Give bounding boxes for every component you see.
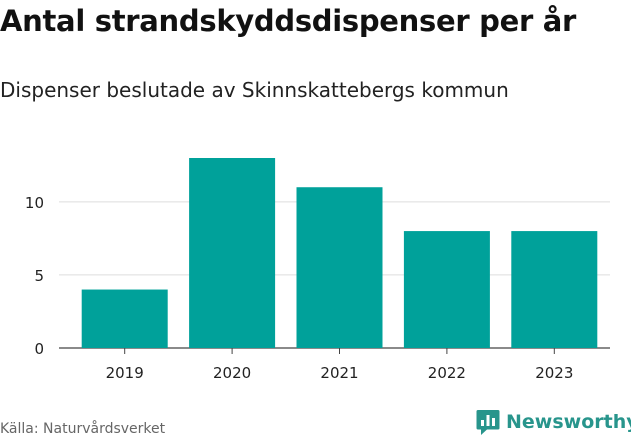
chart-subtitle: Dispenser beslutade av Skinnskattebergs … [0,78,509,102]
bar-2022 [403,231,490,348]
x-tick-label: 2020 [213,364,251,382]
chart-title: Antal strandskyddsdispenser per år [0,4,577,38]
newsworthy-logo-icon [476,409,500,435]
bars [81,158,598,348]
x-tick-labels: 2019 2020 2021 2022 2023 [106,348,573,382]
y-tick-label: 5 [34,267,44,285]
bar-2023 [511,231,598,348]
brand-logo: Newsworthy [476,408,631,436]
bar-chart: 0 5 10 2019 2020 2021 2022 2023 [25,158,610,382]
bar-2019 [81,289,168,348]
bar-2020 [189,158,276,348]
x-tick-label: 2021 [320,364,358,382]
x-tick-label: 2023 [535,364,573,382]
bar-2021 [296,187,383,348]
y-tick-label: 0 [34,340,44,358]
y-tick-labels: 0 5 10 [25,194,44,358]
x-tick-label: 2022 [428,364,466,382]
x-tick-label: 2019 [106,364,144,382]
source-note: Källa: Naturvårdsverket [0,421,166,437]
brand-name: Newsworthy [506,411,631,433]
y-tick-label: 10 [25,194,44,212]
